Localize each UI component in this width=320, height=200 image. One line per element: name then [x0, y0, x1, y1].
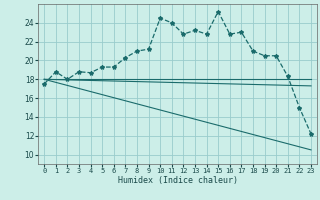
- X-axis label: Humidex (Indice chaleur): Humidex (Indice chaleur): [118, 176, 238, 185]
